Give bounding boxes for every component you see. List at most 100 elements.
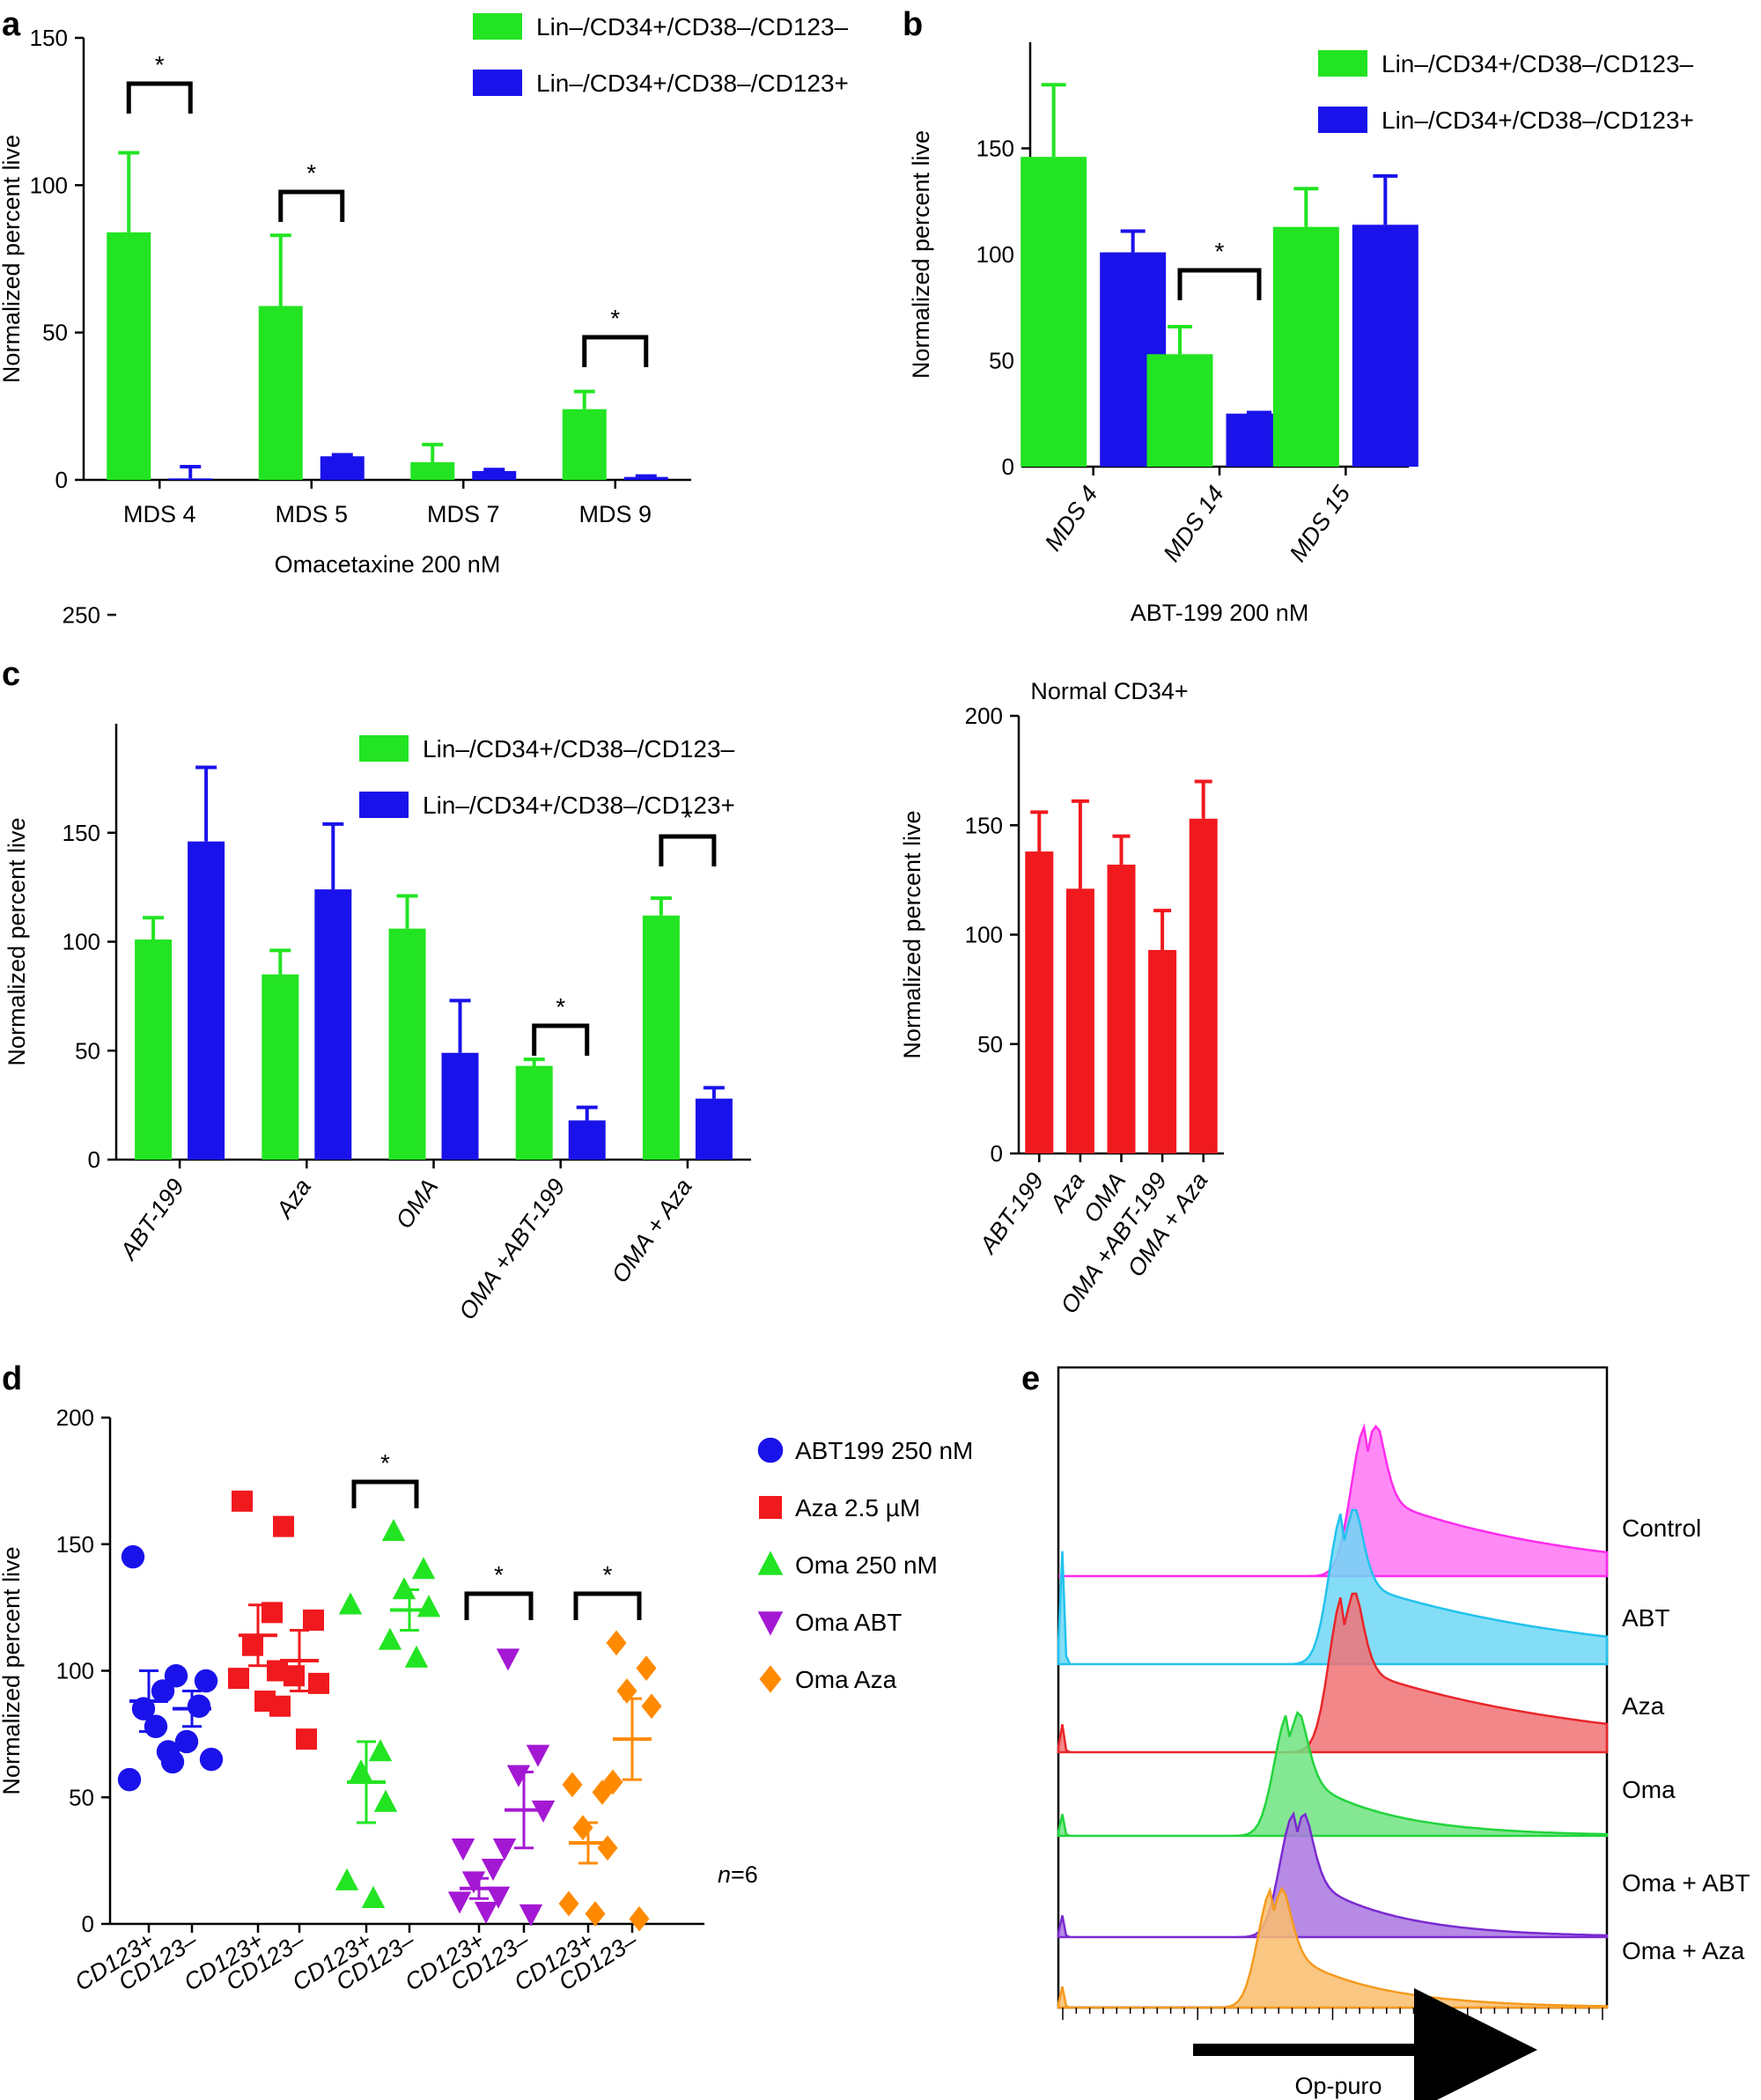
d-ytick-label: 0	[82, 1911, 94, 1937]
d-point-diamond	[572, 1815, 593, 1841]
b-bar-MDS-4-cd123neg	[1020, 157, 1087, 467]
e-series-label: Control	[1622, 1514, 1701, 1542]
c-bar-OMA-Aza-cd123pos	[695, 1098, 733, 1160]
d-point-diamond	[606, 1630, 627, 1656]
d-ytick-label: 200	[56, 1404, 94, 1431]
e-series-label: Oma + ABT	[1622, 1869, 1750, 1897]
c-ytick-label: 250	[63, 601, 100, 628]
c-ytick-label: 150	[63, 820, 100, 846]
c-right-title: Normal CD34+	[1030, 678, 1188, 704]
d-point-triangle	[411, 1557, 436, 1580]
c-ytick-label: 0	[88, 1146, 100, 1173]
c-ytick-label: 50	[75, 1037, 100, 1064]
a-sig-bracket	[278, 189, 345, 222]
d-sig-bracket	[573, 1591, 642, 1620]
d-point-triangle	[361, 1885, 386, 1909]
c-legend-swatch	[359, 735, 409, 762]
d-point-circle	[151, 1679, 175, 1703]
d-point-circle	[121, 1544, 145, 1569]
b-ytick-label: 150	[976, 136, 1014, 162]
d-legend-label: Aza 2.5 µM	[795, 1494, 920, 1522]
a-sig-star: *	[155, 51, 165, 78]
d-point-diamond	[602, 1769, 623, 1795]
c-right-bar	[1148, 949, 1177, 1153]
b-bar-MDS-14-cd123neg	[1146, 354, 1213, 467]
c-legend-label: Lin–/CD34+/CD38–/CD123+	[423, 792, 735, 819]
d-legend-marker	[759, 1496, 782, 1519]
a-bar-MDS-5-cd123pos	[320, 456, 365, 480]
e-series-label: Oma + Aza	[1622, 1937, 1745, 1964]
a-bar-MDS-4-cd123neg	[107, 232, 151, 480]
c-legend-swatch	[359, 792, 409, 818]
d-legend-label: Oma 250 nM	[795, 1551, 938, 1579]
d-legend-marker	[757, 1611, 784, 1636]
d-point-circle	[117, 1767, 142, 1792]
c-right-bar	[1189, 818, 1218, 1153]
c-bar-OMA-ABT-199-cd123pos	[568, 1120, 606, 1160]
c-bar-OMA-Aza-cd123neg	[642, 915, 680, 1160]
c-right-bar	[1107, 864, 1136, 1153]
d-point-diamond	[641, 1693, 662, 1720]
e-xlabel: Op-puro	[1294, 2073, 1382, 2099]
e-series-label: Aza	[1622, 1692, 1665, 1720]
a-bar-MDS-5-cd123neg	[258, 306, 303, 480]
a-bar-MDS-7-cd123neg	[410, 461, 455, 480]
d-point-triangle-down	[461, 1871, 486, 1894]
d-sig-star: *	[494, 1561, 504, 1588]
a-bar-MDS-7-cd123pos	[472, 470, 517, 480]
e-histogram-abt	[1057, 1508, 1609, 1666]
a-xtick-label: MDS 5	[275, 501, 348, 527]
b-xtick-label: MDS 4	[1040, 481, 1103, 556]
c-ylabel: Normalized percent live	[4, 817, 30, 1065]
d-point-triangle	[368, 1739, 393, 1762]
c-right-ylabel: Normalized percent live	[899, 810, 925, 1058]
e-histogram-oma	[1057, 1710, 1609, 1838]
b-xtick-label: MDS 14	[1158, 481, 1229, 566]
panel-label-a: a	[2, 6, 21, 43]
c-right-ytick-label: 150	[965, 812, 1003, 838]
d-point-triangle-down	[506, 1765, 531, 1787]
d-point-triangle-down	[492, 1838, 517, 1861]
a-xtick-label: MDS 7	[427, 501, 500, 527]
d-n-annotation: n=6	[718, 1861, 758, 1888]
d-legend-marker	[759, 1665, 782, 1693]
d-point-square	[228, 1668, 249, 1690]
b-bar-MDS-15-cd123pos	[1352, 225, 1418, 467]
c-bar-OMA-ABT-199-cd123neg	[515, 1065, 553, 1160]
panel-label-b: b	[903, 6, 923, 43]
a-sig-bracket	[582, 335, 649, 367]
d-sig-star: *	[603, 1561, 613, 1588]
a-sig-star: *	[306, 159, 316, 187]
d-point-triangle-down	[451, 1838, 475, 1861]
b-xlabel: ABT-199 200 nM	[1131, 600, 1309, 626]
d-point-triangle	[335, 1868, 359, 1890]
d-point-triangle	[373, 1789, 398, 1812]
c-right-bar	[1025, 851, 1054, 1153]
c-sig-bracket	[532, 1023, 590, 1056]
b-bar-MDS-15-cd123neg	[1272, 226, 1339, 467]
d-legend-marker	[757, 1551, 784, 1575]
b-sig-bracket	[1177, 268, 1262, 300]
d-point-circle	[164, 1664, 188, 1688]
d-ytick-label: 50	[69, 1784, 94, 1810]
c-xtick-label: ABT-199	[114, 1174, 189, 1265]
d-point-diamond	[562, 1772, 583, 1798]
a-bar-MDS-9-cd123pos	[623, 476, 668, 480]
b-xtick-label: MDS 15	[1285, 480, 1356, 566]
d-point-circle	[160, 1750, 185, 1774]
d-point-triangle-down	[526, 1744, 550, 1767]
b-sig-star: *	[1215, 238, 1225, 265]
d-point-triangle	[416, 1595, 441, 1617]
d-legend-marker	[757, 1437, 784, 1463]
d-point-triangle	[392, 1577, 416, 1600]
b-legend-label: Lin–/CD34+/CD38–/CD123–	[1382, 50, 1694, 77]
a-xlabel: Omacetaxine 200 nM	[275, 551, 501, 578]
d-legend-label: ABT199 250 nM	[795, 1437, 973, 1464]
a-ytick-label: 0	[55, 467, 68, 493]
c-bar-Aza-cd123neg	[262, 974, 299, 1160]
d-legend-label: Oma Aza	[795, 1666, 897, 1693]
a-xtick-label: MDS 4	[123, 501, 196, 527]
d-point-diamond	[597, 1835, 618, 1861]
panel-e: Control ABT Aza Oma Oma + ABT Oma + Aza Op-pur…	[1057, 1366, 1750, 2100]
d-point-triangle	[404, 1645, 429, 1668]
